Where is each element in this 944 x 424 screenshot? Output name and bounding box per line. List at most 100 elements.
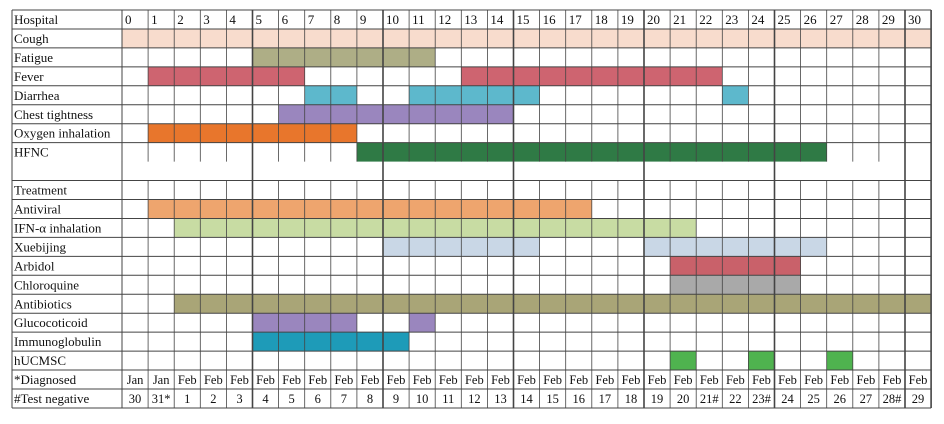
header-day-26: 26 (804, 12, 818, 27)
footer-date-15: 14 (520, 392, 533, 406)
bar-glucocoticoid-1 (409, 313, 436, 333)
footer-date-19: 18 (625, 392, 638, 406)
footer-month-9: Feb (361, 373, 380, 387)
footer-month-4: Feb (230, 373, 249, 387)
header-day-18: 18 (595, 12, 608, 27)
header-day-6: 6 (282, 12, 289, 27)
footer-date-21: 20 (677, 392, 690, 406)
footer-date-4: 3 (236, 392, 242, 406)
header-day-8: 8 (334, 12, 341, 27)
header-day-10: 10 (386, 12, 399, 27)
header-day-2: 2 (177, 12, 184, 27)
bar-hucmsc-2 (826, 351, 853, 371)
footer-month-27: Feb (830, 373, 849, 387)
footer-date-3: 2 (210, 392, 216, 406)
footer-date-5: 4 (262, 392, 269, 406)
footer-date-30: 29 (912, 392, 925, 406)
header-hospital-label: Hospital (14, 12, 58, 27)
footer-month-7: Feb (308, 373, 327, 387)
footer-date-24: 23# (752, 392, 772, 406)
row-label-ifn-inhalation: IFN-α inhalation (14, 220, 102, 235)
footer-date-1: 31* (152, 392, 171, 406)
footer-month-10: Feb (387, 373, 406, 387)
footer-date-18: 17 (599, 392, 612, 406)
footer-month-17: Feb (569, 373, 588, 387)
footer-month-20: Feb (648, 373, 667, 387)
bar-fatigue-0 (252, 47, 436, 67)
header-day-29: 29 (882, 12, 895, 27)
footer-month-1: Jan (153, 373, 170, 387)
bar-xuebijing-1 (644, 237, 827, 257)
header-day-15: 15 (517, 12, 530, 27)
bar-antiviral-0 (148, 199, 592, 219)
footer-month-5: Feb (256, 373, 275, 387)
header-day-4: 4 (229, 12, 236, 27)
footer-month-16: Feb (543, 373, 562, 387)
footer-date-26: 25 (807, 392, 820, 406)
footer-test-negative-label: #Test negative (14, 391, 89, 406)
row-label-treatment: Treatment (14, 183, 67, 198)
footer-month-23: Feb (726, 373, 745, 387)
footer-date-7: 6 (315, 392, 321, 406)
bar-cough-0 (122, 28, 932, 48)
footer-month-26: Feb (804, 373, 823, 387)
footer-month-21: Feb (674, 373, 693, 387)
header-day-28: 28 (856, 12, 869, 27)
header-day-7: 7 (308, 12, 315, 27)
footer-date-29: 28# (883, 392, 903, 406)
header-day-23: 23 (725, 12, 738, 27)
bar-diarrhea-2 (722, 85, 749, 105)
footer-date-9: 8 (367, 392, 373, 406)
footer-diagnosed-label: *Diagnosed (14, 372, 77, 387)
footer-date-20: 19 (651, 392, 664, 406)
header-day-30: 30 (908, 12, 921, 27)
header-day-12: 12 (438, 12, 451, 27)
header-day-13: 13 (464, 12, 477, 27)
footer-month-6: Feb (282, 373, 301, 387)
bar-chest-tightness-0 (278, 104, 514, 124)
footer-month-11: Feb (413, 373, 432, 387)
row-label-oxygen-inhalation: Oxygen inhalation (14, 126, 111, 141)
row-label-antibiotics: Antibiotics (14, 296, 72, 311)
footer-date-10: 9 (393, 392, 399, 406)
footer-date-8: 7 (341, 392, 347, 406)
header-day-16: 16 (543, 12, 557, 27)
footer-month-28: Feb (856, 373, 875, 387)
row-label-hfnc: HFNC (14, 145, 49, 160)
bar-hucmsc-1 (748, 351, 775, 371)
bar-diarrhea-1 (409, 85, 540, 105)
row-label-arbidol: Arbidol (14, 258, 55, 273)
footer-month-22: Feb (700, 373, 719, 387)
header-day-11: 11 (412, 12, 425, 27)
row-label-diarrhea: Diarrhea (14, 88, 60, 103)
header-day-27: 27 (830, 12, 844, 27)
footer-date-27: 26 (834, 392, 847, 406)
footer-date-2: 1 (184, 392, 190, 406)
header-day-17: 17 (569, 12, 583, 27)
footer-date-0: 30 (129, 392, 142, 406)
row-label-glucocoticoid: Glucocoticoid (14, 315, 88, 330)
footer-month-13: Feb (465, 373, 484, 387)
footer-date-23: 22 (729, 392, 742, 406)
row-label-fatigue: Fatigue (14, 50, 53, 65)
footer-month-19: Feb (622, 373, 641, 387)
footer-date-22: 21# (700, 392, 720, 406)
footer-date-6: 5 (289, 392, 295, 406)
footer-month-25: Feb (778, 373, 797, 387)
row-label-chest-tightness: Chest tightness (14, 107, 93, 122)
row-label-immunoglobulin: Immunoglobulin (14, 334, 102, 349)
footer-month-29: Feb (883, 373, 902, 387)
header-day-5: 5 (256, 12, 263, 27)
header-day-9: 9 (360, 12, 367, 27)
footer-date-14: 13 (494, 392, 507, 406)
header-day-0: 0 (125, 12, 132, 27)
header-day-24: 24 (751, 12, 765, 27)
row-label-cough: Cough (14, 31, 49, 46)
footer-date-11: 10 (416, 392, 429, 406)
row-label-hucmsc: hUCMSC (14, 353, 66, 368)
bar-hucmsc-0 (670, 351, 697, 371)
footer-date-28: 27 (860, 392, 873, 406)
footer-month-8: Feb (334, 373, 353, 387)
bar-chloroquine-0 (670, 275, 801, 295)
header-day-3: 3 (203, 12, 210, 27)
